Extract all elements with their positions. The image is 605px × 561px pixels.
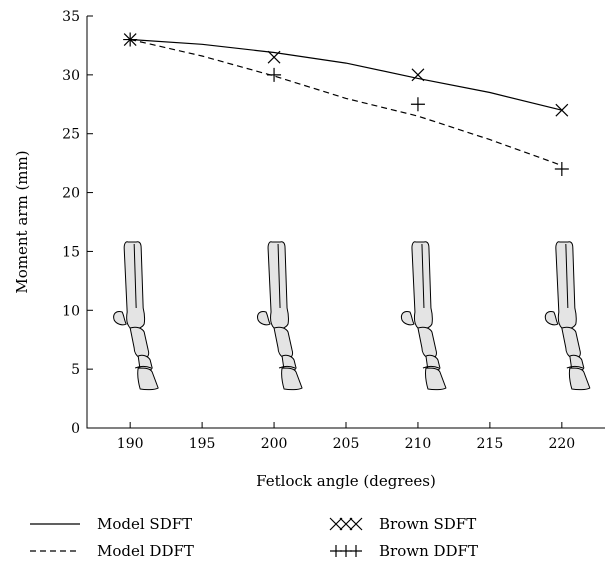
y-tick-label: 10 [62, 303, 80, 319]
x-axis-label: Fetlock angle (degrees) [256, 472, 436, 490]
y-tick-label: 5 [71, 362, 80, 378]
legend-symbol-brown-ddft [330, 545, 362, 557]
x-tick-label: 215 [477, 436, 504, 452]
y-tick-label: 15 [62, 244, 80, 260]
x-tick-label: 195 [189, 436, 216, 452]
x-tick-label: 205 [333, 436, 360, 452]
data-point-brown-ddft [410, 97, 425, 112]
data-point-brown-sdft [267, 50, 281, 64]
x-tick-label: 190 [117, 436, 144, 452]
legend-label-model-sdft: Model SDFT [97, 515, 192, 533]
axes-frame [86, 16, 605, 429]
x-tick-label: 210 [405, 436, 432, 452]
data-point-brown-sdft [411, 68, 425, 82]
y-tick-label: 30 [62, 68, 80, 84]
x-tick-label: 200 [261, 436, 288, 452]
data-point-brown-ddft [267, 67, 282, 82]
series-line-model-ddft [130, 38, 563, 167]
horse-limb-bone-icon [113, 241, 159, 391]
legend-label-brown-sdft: Brown SDFT [379, 515, 476, 533]
y-tick-label: 25 [62, 127, 80, 143]
legend: Model SDFT Model DDFT Brown SDFT Brown D… [30, 515, 478, 560]
horse-limb-bone-icon [544, 241, 591, 391]
y-axis-label: Moment arm (mm) [13, 150, 31, 293]
series-line-model-sdft [130, 38, 562, 111]
x-tick-label: 220 [548, 436, 575, 452]
data-point-brown-sdft [555, 103, 569, 117]
legend-label-brown-ddft: Brown DDFT [379, 542, 478, 560]
horse-limb-bone-icon [257, 241, 303, 391]
data-point-brown-ddft [123, 32, 138, 47]
y-tick-label: 35 [62, 9, 80, 25]
legend-symbol-brown-sdft [329, 517, 363, 531]
legend-label-model-ddft: Model DDFT [97, 542, 194, 560]
y-tick-label: 20 [62, 186, 80, 202]
plot-area: 0 5 10 15 20 25 30 35 190 195 200 205 210 215 220 Fetlo… [13, 9, 605, 490]
data-point-brown-ddft [554, 162, 569, 177]
horse-limb-bone-icon [400, 241, 447, 391]
y-tick-label: 0 [71, 421, 80, 437]
